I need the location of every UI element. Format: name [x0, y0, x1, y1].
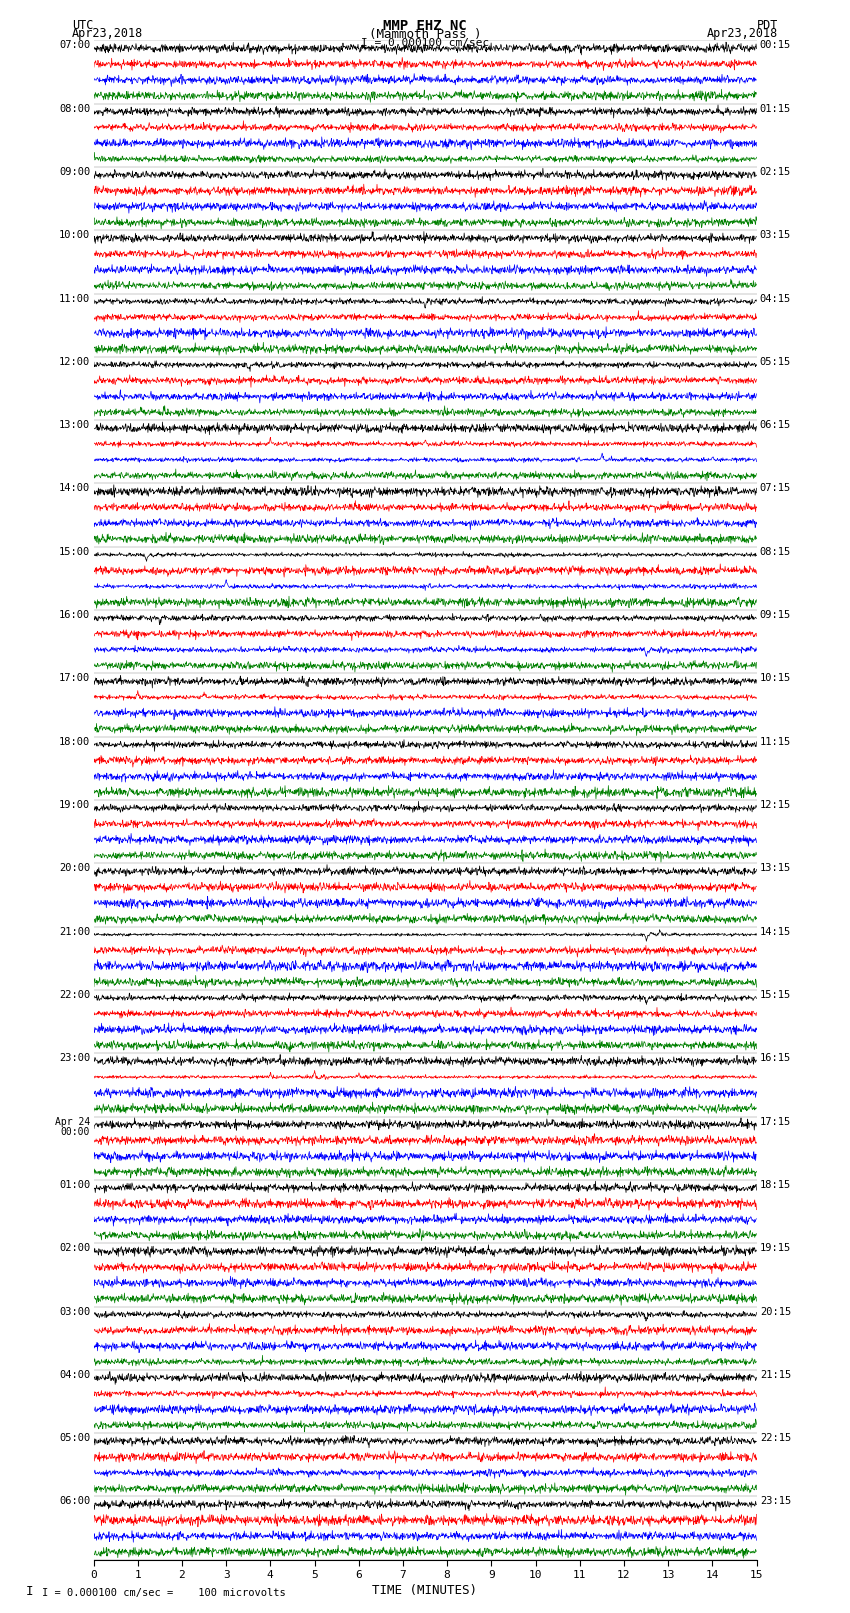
Text: 02:15: 02:15 [760, 168, 791, 177]
Text: 22:00: 22:00 [59, 990, 90, 1000]
Text: 06:00: 06:00 [59, 1497, 90, 1507]
Text: Apr23,2018: Apr23,2018 [72, 27, 144, 40]
Text: 20:15: 20:15 [760, 1307, 791, 1316]
Text: 12:00: 12:00 [59, 356, 90, 366]
Text: 14:00: 14:00 [59, 484, 90, 494]
Text: 04:00: 04:00 [59, 1369, 90, 1379]
Text: 16:00: 16:00 [59, 610, 90, 619]
Text: 12:15: 12:15 [760, 800, 791, 810]
Text: 03:00: 03:00 [59, 1307, 90, 1316]
Text: (Mammoth Pass ): (Mammoth Pass ) [369, 29, 481, 42]
Text: 19:00: 19:00 [59, 800, 90, 810]
Text: 15:15: 15:15 [760, 990, 791, 1000]
Text: I = 0.000100 cm/sec: I = 0.000100 cm/sec [361, 37, 489, 48]
Text: 11:00: 11:00 [59, 294, 90, 303]
Text: 17:00: 17:00 [59, 674, 90, 684]
Text: 09:15: 09:15 [760, 610, 791, 619]
Text: 21:15: 21:15 [760, 1369, 791, 1379]
Text: 06:15: 06:15 [760, 421, 791, 431]
Text: 13:15: 13:15 [760, 863, 791, 873]
Text: 15:00: 15:00 [59, 547, 90, 556]
Text: 02:00: 02:00 [59, 1244, 90, 1253]
X-axis label: TIME (MINUTES): TIME (MINUTES) [372, 1584, 478, 1597]
Text: 11:15: 11:15 [760, 737, 791, 747]
Text: 14:15: 14:15 [760, 926, 791, 937]
Text: 10:00: 10:00 [59, 231, 90, 240]
Text: 08:00: 08:00 [59, 103, 90, 113]
Text: 18:00: 18:00 [59, 737, 90, 747]
Text: 23:00: 23:00 [59, 1053, 90, 1063]
Text: MMP EHZ NC: MMP EHZ NC [383, 18, 467, 32]
Text: 22:15: 22:15 [760, 1432, 791, 1444]
Text: 07:00: 07:00 [59, 40, 90, 50]
Text: 17:15: 17:15 [760, 1116, 791, 1126]
Text: 16:15: 16:15 [760, 1053, 791, 1063]
Text: I = 0.000100 cm/sec =    100 microvolts: I = 0.000100 cm/sec = 100 microvolts [42, 1589, 286, 1598]
Text: 08:15: 08:15 [760, 547, 791, 556]
Text: PDT: PDT [756, 18, 778, 32]
Text: 19:15: 19:15 [760, 1244, 791, 1253]
Text: 07:15: 07:15 [760, 484, 791, 494]
Text: 18:15: 18:15 [760, 1181, 791, 1190]
Text: Apr 24
00:00: Apr 24 00:00 [55, 1116, 90, 1137]
Text: 20:00: 20:00 [59, 863, 90, 873]
Text: 21:00: 21:00 [59, 926, 90, 937]
Text: UTC: UTC [72, 18, 94, 32]
Text: 05:15: 05:15 [760, 356, 791, 366]
Text: 05:00: 05:00 [59, 1432, 90, 1444]
Text: 03:15: 03:15 [760, 231, 791, 240]
Text: 10:15: 10:15 [760, 674, 791, 684]
Text: 04:15: 04:15 [760, 294, 791, 303]
Text: 09:00: 09:00 [59, 168, 90, 177]
Text: Apr23,2018: Apr23,2018 [706, 27, 778, 40]
Text: 23:15: 23:15 [760, 1497, 791, 1507]
Text: 01:00: 01:00 [59, 1181, 90, 1190]
Text: 00:15: 00:15 [760, 40, 791, 50]
Text: 01:15: 01:15 [760, 103, 791, 113]
Text: I: I [26, 1586, 33, 1598]
Text: 13:00: 13:00 [59, 421, 90, 431]
